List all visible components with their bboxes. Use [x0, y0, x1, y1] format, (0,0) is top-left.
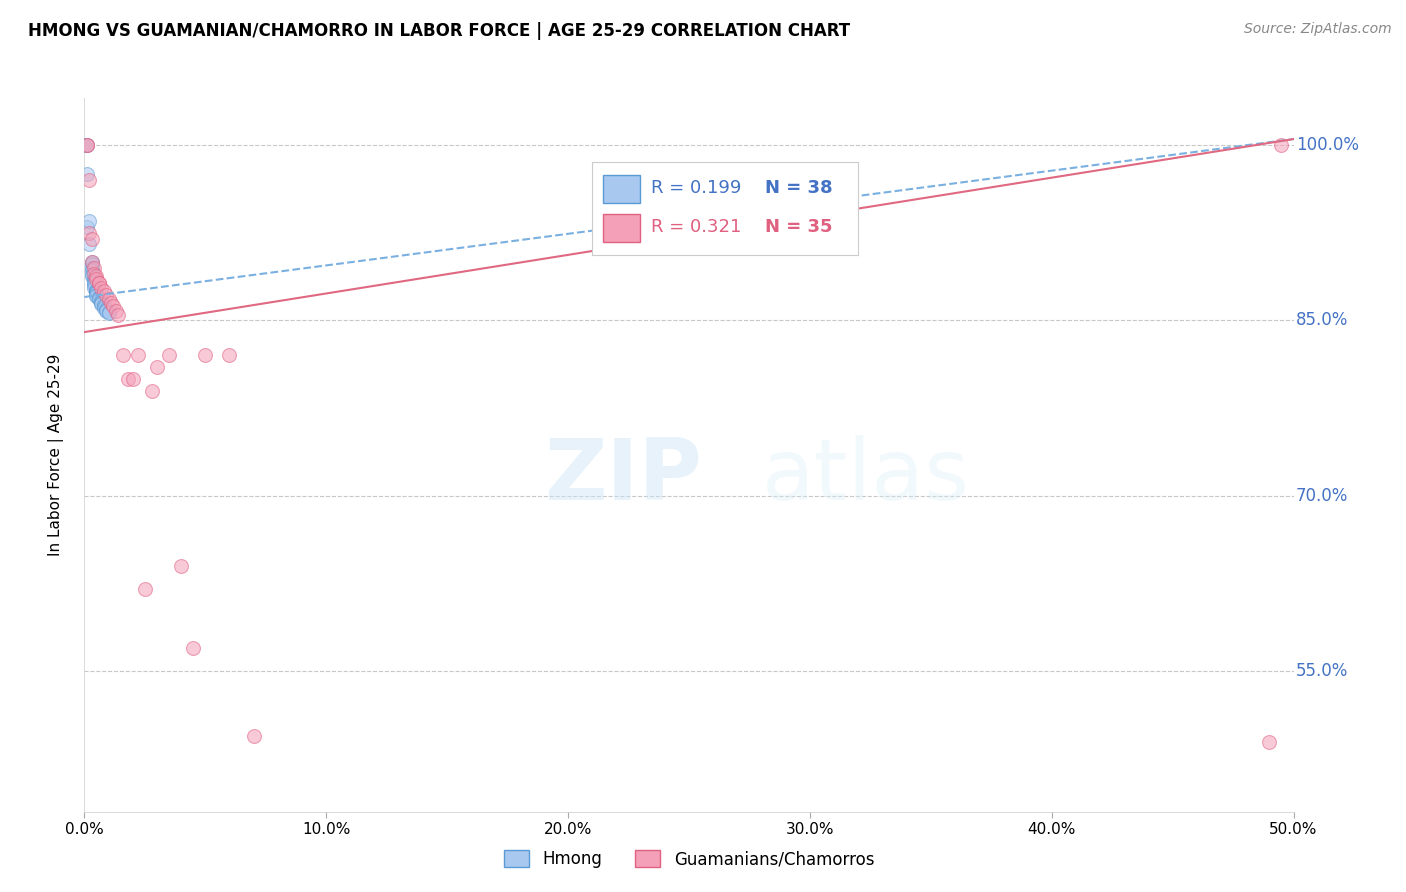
- Point: [90, 294, 112, 309]
- Point: [127, 349, 149, 363]
- Point: [93, 284, 115, 298]
- Point: [83, 271, 105, 285]
- Point: [80, 255, 103, 269]
- Point: [134, 582, 156, 597]
- Point: [83, 276, 105, 290]
- Point: [87, 276, 110, 290]
- Point: [146, 360, 169, 375]
- Point: [80, 260, 103, 275]
- Point: [77, 237, 100, 252]
- Point: [86, 268, 108, 283]
- Point: [157, 349, 180, 363]
- Point: [117, 372, 139, 386]
- Text: atlas: atlas: [762, 434, 970, 518]
- Point: [77, 214, 100, 228]
- FancyBboxPatch shape: [603, 214, 640, 242]
- Point: [93, 298, 115, 312]
- Point: [112, 349, 135, 363]
- Text: N = 38: N = 38: [765, 179, 832, 197]
- Point: [87, 290, 110, 304]
- Point: [100, 296, 122, 310]
- Point: [80, 257, 103, 271]
- Point: [76, 167, 98, 181]
- Point: [94, 301, 117, 316]
- Point: [76, 137, 98, 152]
- Point: [90, 296, 112, 310]
- Point: [83, 278, 105, 293]
- Text: HMONG VS GUAMANIAN/CHAMORRO IN LABOR FORCE | AGE 25-29 CORRELATION CHART: HMONG VS GUAMANIAN/CHAMORRO IN LABOR FOR…: [28, 22, 851, 40]
- Point: [83, 267, 105, 281]
- Point: [181, 640, 204, 655]
- Point: [94, 287, 117, 301]
- Text: 100.0%: 100.0%: [1296, 136, 1360, 154]
- Text: R = 0.199: R = 0.199: [651, 179, 741, 197]
- Text: Source: ZipAtlas.com: Source: ZipAtlas.com: [1244, 22, 1392, 37]
- Point: [90, 280, 112, 294]
- Point: [76, 137, 98, 152]
- Point: [194, 349, 217, 363]
- Point: [80, 268, 103, 283]
- FancyBboxPatch shape: [603, 176, 640, 203]
- Point: [93, 301, 115, 315]
- Point: [86, 272, 108, 286]
- Point: [242, 729, 264, 743]
- Point: [86, 284, 108, 298]
- Point: [86, 286, 108, 301]
- Point: [94, 302, 117, 317]
- Point: [90, 293, 112, 308]
- Point: [170, 559, 193, 574]
- Y-axis label: In Labor Force | Age 25-29: In Labor Force | Age 25-29: [48, 354, 63, 556]
- Point: [218, 349, 240, 363]
- Text: 55.0%: 55.0%: [1296, 663, 1348, 681]
- Point: [94, 304, 117, 318]
- Text: R = 0.321: R = 0.321: [651, 219, 741, 236]
- Point: [80, 263, 103, 277]
- Point: [97, 293, 120, 307]
- Point: [86, 287, 108, 301]
- Point: [83, 260, 105, 275]
- Point: [141, 384, 163, 398]
- Point: [86, 283, 108, 297]
- Point: [80, 231, 103, 245]
- Point: [76, 219, 98, 234]
- Point: [121, 372, 143, 386]
- Point: [90, 297, 112, 311]
- Point: [107, 308, 129, 322]
- Point: [83, 280, 105, 294]
- Point: [87, 276, 110, 290]
- Point: [1258, 734, 1281, 748]
- Point: [97, 305, 120, 319]
- Point: [86, 285, 108, 300]
- Point: [76, 137, 98, 152]
- Point: [80, 267, 103, 281]
- Point: [93, 299, 115, 313]
- Point: [73, 137, 96, 152]
- Point: [77, 173, 100, 187]
- Point: [87, 291, 110, 305]
- Text: 85.0%: 85.0%: [1296, 311, 1348, 329]
- Point: [103, 299, 125, 313]
- Text: ZIP: ZIP: [544, 434, 702, 518]
- Text: N = 35: N = 35: [765, 219, 832, 236]
- Point: [77, 226, 100, 240]
- Point: [87, 293, 110, 307]
- Point: [80, 255, 103, 269]
- Point: [104, 304, 127, 318]
- Point: [1270, 137, 1292, 152]
- Legend: Hmong, Guamanians/Chamorros: Hmong, Guamanians/Chamorros: [498, 843, 880, 875]
- Text: 70.0%: 70.0%: [1296, 487, 1348, 505]
- Point: [86, 289, 108, 303]
- Point: [97, 306, 120, 320]
- Point: [83, 274, 105, 288]
